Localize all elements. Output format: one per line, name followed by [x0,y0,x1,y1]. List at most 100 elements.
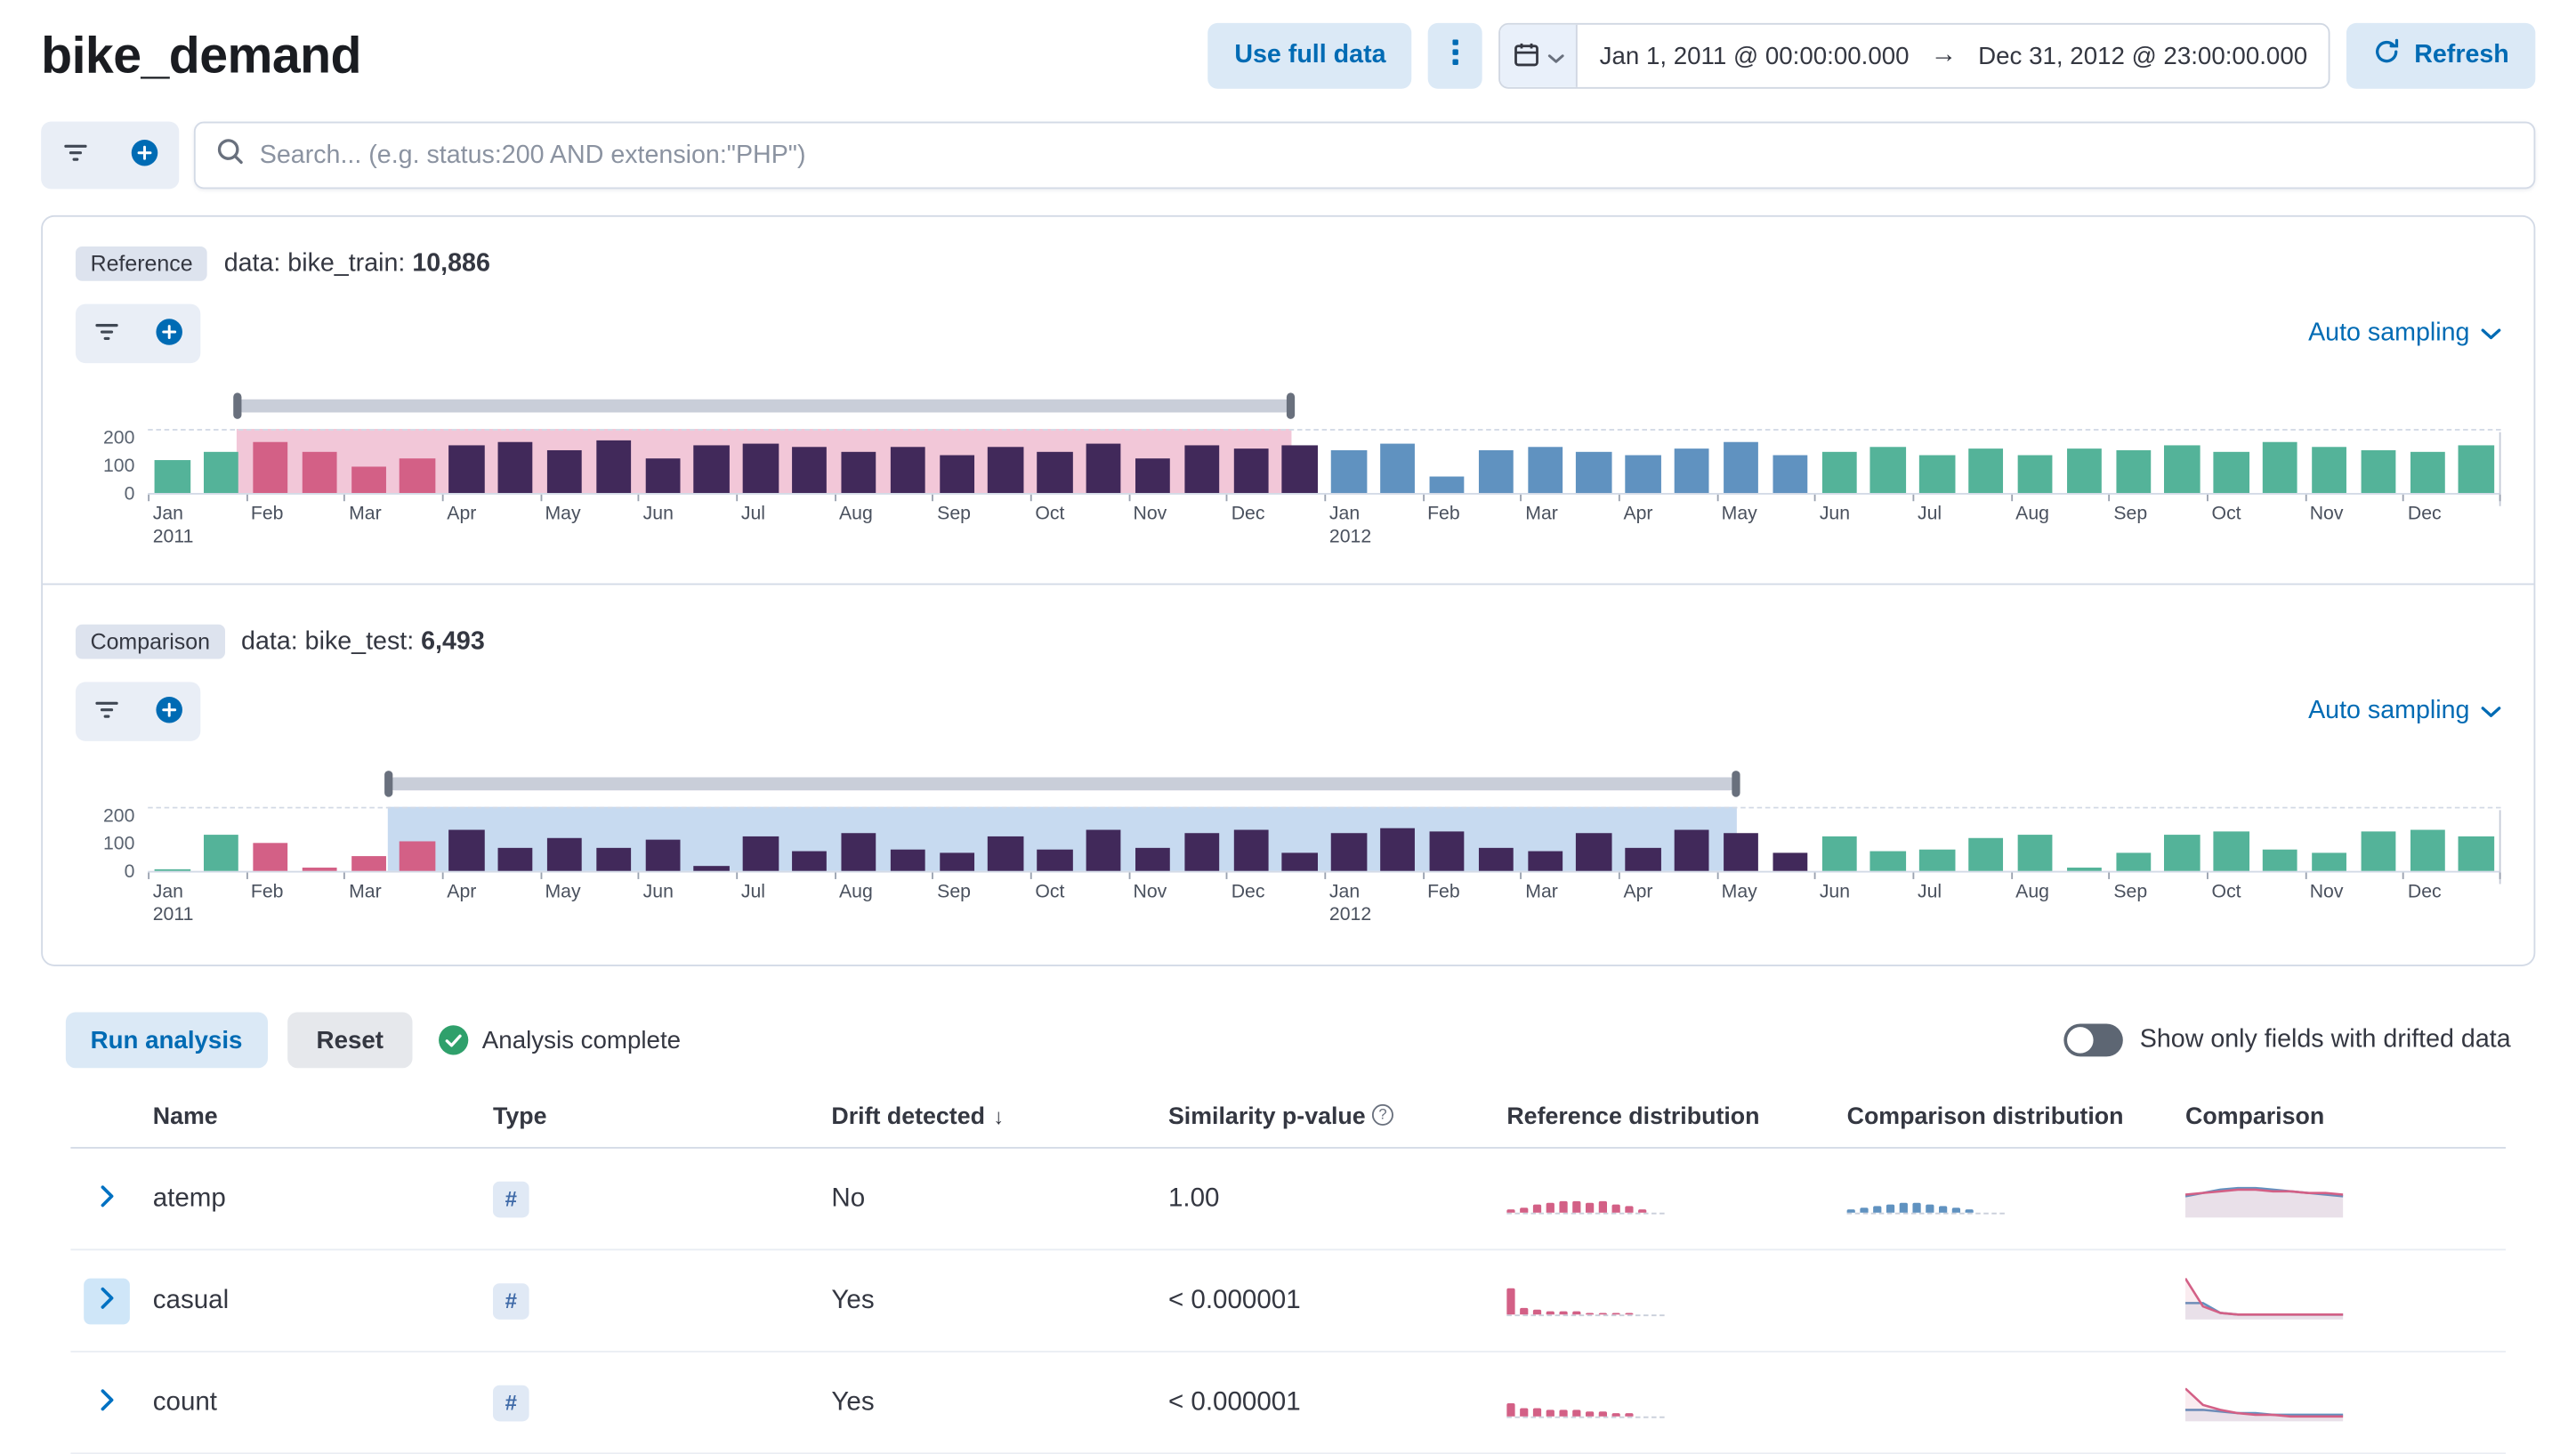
reference-brush-track[interactable] [237,399,1292,413]
comparison-histogram-bar [497,846,534,871]
comparison-histogram-bar [1576,833,1612,871]
quick-select-date-button[interactable] [1500,24,1579,87]
column-header-drift-detected[interactable]: Drift detected ↓ [831,1104,1168,1131]
expand-row-button-count[interactable] [84,1379,130,1426]
date-start[interactable]: Jan 1, 2011 @ 00:00:00.000 [1599,42,1910,70]
column-header-label: Drift detected [831,1103,985,1131]
reference-x-tick [148,494,150,502]
comparison-brush-track[interactable] [387,777,1737,791]
mini-bar [1912,1201,1921,1212]
mini-bar [1559,1409,1568,1416]
comparison-x-label: Jun [642,882,674,902]
column-header-similarity-p-value[interactable]: Similarity p-value? [1168,1103,1506,1130]
reference-add-filter-button[interactable] [138,304,200,363]
comparison-brush-handle-end[interactable] [1732,771,1740,797]
mini-bar [1598,1410,1607,1416]
reference-sampling-dropdown[interactable]: Auto sampling [2308,319,2501,348]
mini-bar [1546,1201,1554,1212]
mini-bar [1598,1200,1607,1212]
comparison-y-axis: 200 100 0 [76,807,134,883]
reference-histogram-bar [742,443,779,493]
comparison-x-tick [2207,872,2209,879]
column-header-comparison[interactable]: Comparison [2185,1104,2506,1131]
comparison-histogram-bar [2213,831,2249,871]
reference-mini-histogram [1506,1387,1665,1418]
query-add-filter-button[interactable] [110,122,180,190]
comparison-distribution-cell [1846,1183,2185,1214]
reference-histogram-bar [2410,452,2445,493]
refresh-button[interactable]: Refresh [2346,22,2536,89]
reference-time-brush [148,392,2500,419]
drift-detected-value: Yes [831,1387,875,1416]
comparison-histogram-bar [1429,831,1465,871]
use-full-data-button[interactable]: Use full data [1207,22,1413,89]
comparison-histogram-plot [148,806,2501,885]
analysis-status-text: Analysis complete [481,1026,682,1054]
comparison-histogram-bar [1232,828,1269,871]
page-title: bike_demand [41,26,361,85]
search-input[interactable] [259,140,2515,171]
run-analysis-button[interactable]: Run analysis [65,1012,268,1069]
reference-x-tick [736,494,739,502]
comparison-add-filter-button[interactable] [138,682,200,740]
section-divider [43,583,2534,586]
reference-filter-group [75,303,201,364]
reference-histogram-bar [546,449,583,493]
query-filter-button[interactable] [41,122,110,190]
field-type-cell: # [492,1180,831,1217]
reference-histogram-bar [1281,445,1318,493]
reference-brush-handle-start[interactable] [233,392,242,419]
reference-y-label: 100 [102,456,135,477]
reference-x-tick [2499,494,2501,502]
mini-bar [1532,1309,1542,1314]
mini-bar [1585,1312,1595,1314]
expand-cell [70,1175,152,1222]
comparison-histogram-bar [2017,834,2053,871]
reference-histogram-chart: Jan 2011 Feb Mar Apr May Jun Jul Aug Sep Oct Nov Dec… [76,392,2501,547]
reference-histogram-bar [2459,445,2494,493]
reference-brush-handle-end[interactable] [1287,392,1296,419]
mini-bar [1611,1412,1620,1416]
reference-histogram-bar [2115,449,2152,493]
reference-x-label: Oct [2211,504,2241,525]
comparison-histogram-bar [1821,836,1857,871]
comparison-x-tick [2499,872,2501,879]
expand-row-button-casual[interactable] [84,1277,130,1324]
check-icon [439,1025,470,1055]
empty-distribution [1847,1286,2005,1315]
date-end[interactable]: Dec 31, 2012 @ 23:00:00.000 [1978,42,2308,70]
comparison-x-tick [1226,872,1229,879]
column-header-name[interactable]: Name [153,1104,493,1131]
comparison-filter-button[interactable] [76,682,138,740]
reference-filter-button[interactable] [76,304,138,363]
reset-button[interactable]: Reset [287,1012,414,1069]
reference-x-tick [539,494,542,502]
comparison-x-label: Feb [1427,882,1460,902]
column-header-comparison-distribution[interactable]: Comparison distribution [1847,1104,2185,1131]
reference-histogram-bar [448,445,485,493]
column-header-reference-distribution[interactable]: Reference distribution [1506,1104,1846,1131]
comparison-histogram-bar [253,843,288,871]
column-header-type[interactable]: Type [493,1104,831,1131]
numeric-type-badge: # [492,1384,529,1421]
expand-row-button-atemp[interactable] [84,1175,130,1222]
reference-histogram-bar [841,450,876,493]
mini-bar [1559,1200,1568,1212]
comparison-x-tick [1324,872,1327,879]
comparison-section-header: Comparison data: bike_test: 6,493 [75,624,2501,659]
plus-circle-icon [130,138,159,173]
comparison-x-tick [1030,872,1032,879]
reference-histogram-bar [939,455,974,493]
boxes-vertical-icon-button[interactable] [1428,22,1483,89]
comparison-x-tick [2010,872,2013,879]
reference-histogram-bar [988,447,1024,493]
reference-x-label: Dec [1231,504,1265,525]
mini-bar [1939,1205,1948,1212]
mini-bar [1546,1310,1554,1314]
comparison-brush-handle-start[interactable] [384,771,392,797]
mini-bar [1873,1205,1882,1212]
comparison-sampling-dropdown[interactable]: Auto sampling [2308,697,2501,726]
field-type-cell: # [492,1384,831,1421]
drifted-only-toggle[interactable] [2063,1023,2124,1057]
comparison-overlay-cell [2184,1172,2506,1226]
